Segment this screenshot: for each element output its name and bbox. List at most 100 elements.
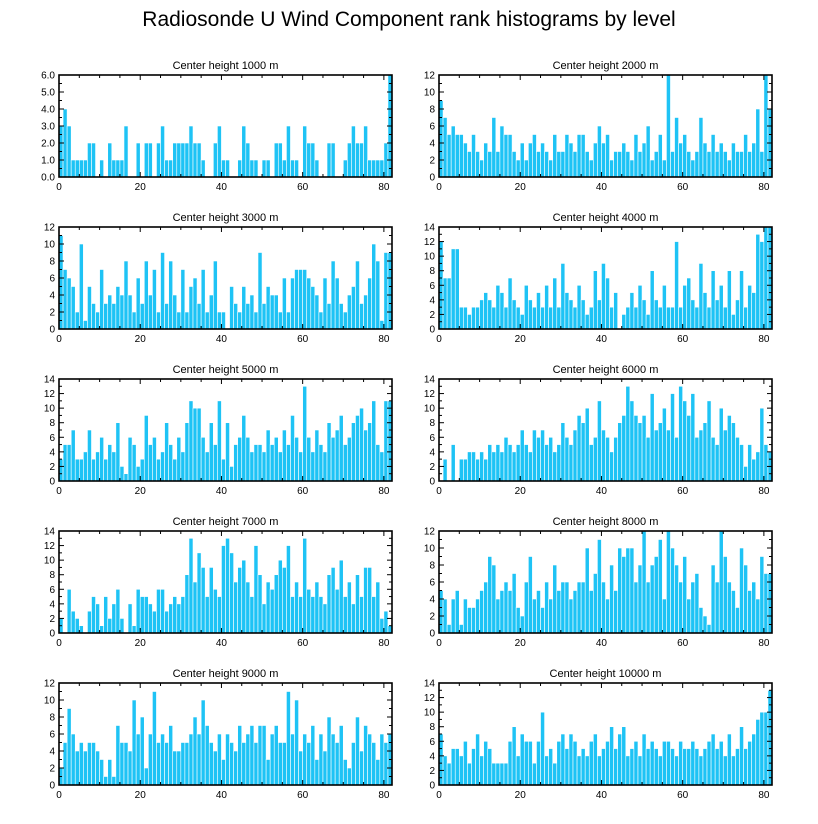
- histogram-bar: [367, 733, 372, 786]
- histogram-bar: [556, 590, 562, 634]
- histogram-bar: [277, 311, 283, 330]
- histogram-bar: [649, 270, 655, 330]
- y-tick-label: 0: [429, 629, 435, 640]
- histogram-bar: [164, 303, 169, 330]
- histogram-bar: [479, 299, 484, 330]
- histogram-bar: [568, 299, 574, 330]
- histogram-bar: [605, 134, 610, 178]
- x-tick-label: 80: [378, 790, 390, 801]
- histogram-bar: [330, 567, 336, 634]
- histogram-bar: [91, 458, 96, 482]
- histogram-bar: [735, 748, 740, 786]
- y-tick-label: 0: [49, 629, 55, 640]
- y-tick-label: 6: [49, 730, 55, 741]
- histogram-bar: [442, 458, 448, 482]
- histogram-bar: [74, 750, 80, 786]
- histogram-bar: [503, 581, 509, 634]
- histogram-bar: [66, 125, 72, 178]
- histogram-bar: [572, 151, 578, 178]
- histogram-panel: Center height 3000 m 0 20 40 60 80 0 2 4 6 8 10 12: [44, 212, 393, 345]
- histogram-bar: [735, 436, 740, 482]
- histogram-bar: [450, 598, 456, 634]
- histogram-bar: [237, 311, 243, 330]
- histogram-bar: [111, 603, 117, 634]
- y-tick-label: 10: [44, 240, 56, 251]
- histogram-bar: [532, 598, 537, 634]
- histogram-bar: [613, 590, 618, 634]
- histogram-panel: Center height 1000 m 0 20 40 60 80 0.0 1.0 2.0 3.…: [41, 60, 393, 193]
- histogram-bar: [95, 750, 100, 786]
- x-tick-label: 0: [436, 486, 442, 497]
- histogram-bar: [633, 581, 639, 634]
- histogram-bar: [751, 581, 757, 634]
- histogram-bar: [475, 151, 480, 178]
- histogram-bar: [294, 581, 299, 634]
- histogram-bar: [556, 740, 562, 786]
- histogram-bar: [645, 581, 651, 634]
- histogram-bar: [330, 436, 336, 482]
- y-tick-label: 6: [429, 737, 435, 748]
- histogram-bar: [523, 740, 529, 786]
- histogram-bar: [706, 740, 712, 786]
- histogram-bar: [326, 142, 332, 178]
- histogram-bar: [625, 547, 631, 634]
- histogram-bar: [523, 444, 529, 482]
- histogram-bar: [188, 733, 194, 786]
- histogram-bar: [286, 545, 291, 634]
- histogram-bar: [601, 429, 606, 482]
- histogram-bar: [649, 393, 655, 482]
- histogram-bar: [556, 306, 562, 330]
- histogram-bar: [499, 451, 505, 482]
- histogram-bar: [286, 311, 291, 330]
- histogram-bar: [379, 451, 385, 482]
- histogram-bar: [483, 142, 489, 178]
- histogram-bar: [213, 260, 218, 330]
- histogram-bar: [645, 748, 651, 786]
- y-tick-label: 0: [429, 325, 435, 336]
- histogram-bar: [580, 748, 586, 786]
- histogram-bar: [184, 574, 190, 634]
- histogram-bar: [143, 596, 149, 634]
- histogram-bar: [253, 742, 259, 786]
- histogram-bar: [609, 451, 614, 482]
- histogram-bar: [143, 767, 149, 786]
- y-tick-label: 12: [44, 541, 56, 552]
- panel-title: Center height 1000 m: [173, 60, 279, 72]
- histogram-bar: [135, 588, 141, 634]
- histogram-bar: [363, 294, 368, 330]
- histogram-bar: [139, 716, 145, 786]
- x-tick-label: 20: [135, 486, 147, 497]
- histogram-bar: [670, 393, 675, 482]
- histogram-bar: [528, 740, 533, 786]
- histogram-bar: [290, 733, 295, 786]
- y-tick-label: 2: [429, 462, 435, 473]
- x-tick-label: 60: [677, 334, 689, 345]
- x-tick-label: 80: [378, 638, 390, 649]
- histogram-bar: [253, 444, 259, 482]
- histogram-bar: [617, 151, 623, 178]
- histogram-bar: [168, 159, 174, 178]
- histogram-bar: [572, 740, 578, 786]
- histogram-bar: [483, 581, 489, 634]
- histogram-bar: [318, 596, 324, 634]
- histogram-bar: [487, 556, 493, 634]
- histogram-bar: [342, 311, 348, 330]
- histogram-bar: [759, 407, 765, 482]
- histogram-bar: [359, 142, 364, 178]
- histogram-bar: [164, 422, 169, 482]
- histogram-bar: [731, 314, 736, 330]
- histogram-bar: [383, 252, 389, 330]
- histogram-bar: [135, 277, 141, 330]
- x-tick-label: 40: [596, 790, 608, 801]
- histogram-bar: [208, 567, 214, 634]
- histogram-bar: [625, 151, 631, 178]
- y-tick-label: 2: [49, 462, 55, 473]
- histogram-bar: [755, 108, 761, 178]
- histogram-bar: [621, 415, 627, 482]
- histogram-bar: [111, 303, 117, 330]
- histogram-bar: [682, 748, 688, 786]
- histogram-bar: [560, 581, 566, 634]
- histogram-bar: [446, 762, 452, 786]
- histogram-bar: [172, 142, 178, 178]
- x-tick-label: 80: [758, 790, 770, 801]
